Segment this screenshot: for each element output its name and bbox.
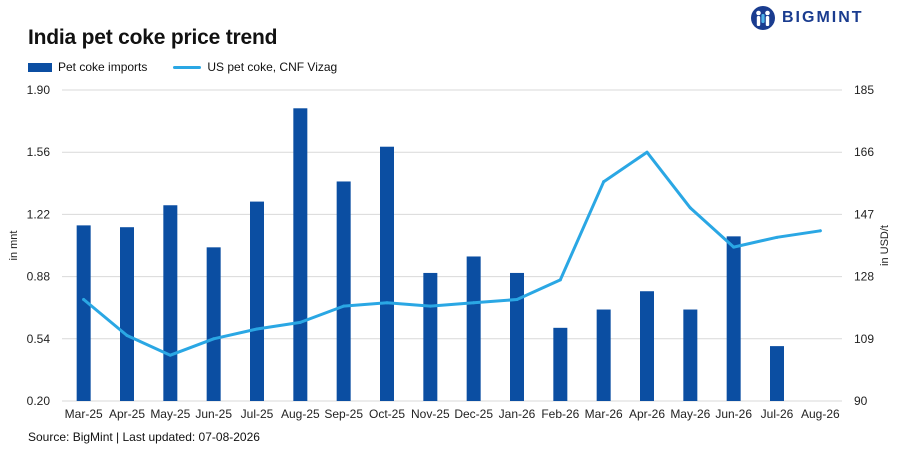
bigmint-logo: BIGMINT: [750, 5, 864, 31]
bar: [163, 205, 178, 401]
left-axis-tick-label: 0.20: [27, 394, 51, 408]
x-axis-tick-label: Jun-26: [715, 407, 752, 421]
bar: [380, 146, 394, 401]
price-point: [732, 245, 736, 249]
legend-label-price: US pet coke, CNF Vizag: [207, 60, 338, 74]
bar: [553, 327, 568, 401]
right-axis-tick-label: 128: [854, 270, 874, 284]
right-axis-title: in USD/t: [879, 225, 891, 266]
legend-swatch-line: [173, 65, 202, 69]
price-point: [775, 235, 779, 239]
bar: [596, 309, 611, 401]
price-point: [602, 180, 606, 184]
source-note: Source: BigMint | Last updated: 07-08-20…: [28, 430, 260, 444]
price-point: [558, 278, 562, 282]
x-axis-tick-label: Apr-25: [109, 407, 145, 421]
x-axis-tick-label: May-25: [150, 407, 190, 421]
price-line: [82, 150, 822, 357]
bar: [466, 256, 481, 401]
bar: [510, 272, 524, 401]
bar: [120, 227, 134, 401]
left-axis-tick-label: 1.22: [27, 207, 51, 221]
bigmint-logo-text: BIGMINT: [782, 9, 864, 26]
left-axis-tick-label: 1.90: [27, 83, 51, 97]
bar: [250, 201, 264, 401]
x-axis-tick-label: Mar-25: [65, 407, 103, 421]
legend-item-price: US pet coke, CNF Vizag: [173, 60, 337, 74]
price-point: [428, 304, 432, 308]
x-axis-tick-label: Aug-26: [801, 407, 840, 421]
left-axis-tick-label: 0.88: [27, 270, 51, 284]
price-point: [385, 301, 389, 305]
price-point: [818, 229, 822, 233]
price-point: [298, 320, 302, 324]
price-point: [472, 301, 476, 305]
bar: [770, 346, 784, 401]
price-point: [688, 206, 692, 210]
bigmint-logo-icon: [751, 6, 775, 30]
price-point: [168, 353, 172, 357]
x-axis-tick-label: Feb-26: [541, 407, 579, 421]
x-axis-tick-label: Aug-25: [281, 407, 320, 421]
x-axis-tick-label: Jul-25: [241, 407, 274, 421]
right-axis-tick-label: 147: [854, 207, 874, 221]
price-point: [342, 304, 346, 308]
right-axis-tick-label: 185: [854, 83, 874, 97]
x-axis-tick-label: Mar-26: [585, 407, 623, 421]
legend-label-imports: Pet coke imports: [58, 60, 148, 74]
x-axis-tick-label: Jun-25: [195, 407, 232, 421]
price-point: [515, 298, 519, 302]
x-axis-tick-label: Nov-25: [411, 407, 450, 421]
chart-title: India pet coke price trend: [28, 26, 278, 49]
legend-swatch-bar: [28, 62, 52, 72]
bar: [76, 225, 91, 401]
right-axis-tick-label: 90: [854, 394, 868, 408]
bar: [640, 291, 654, 401]
right-axis-tick-label: 166: [854, 145, 874, 159]
x-axis-tick-label: Dec-25: [454, 407, 493, 421]
price-point: [82, 298, 86, 302]
left-axis-tick-label: 1.56: [27, 145, 51, 159]
bar: [683, 309, 698, 401]
chart-legend: Pet coke imports US pet coke, CNF Vizag: [28, 60, 363, 74]
price-point: [212, 337, 216, 341]
x-axis-tick-label: May-26: [670, 407, 710, 421]
bar: [423, 272, 438, 401]
bar: [293, 108, 308, 401]
x-axis-tick-label: Jul-26: [761, 407, 794, 421]
price-point: [255, 327, 259, 331]
bar: [726, 236, 741, 401]
x-axis-tick-label: Apr-26: [629, 407, 665, 421]
bar: [206, 247, 221, 401]
legend-item-imports: Pet coke imports: [28, 60, 147, 74]
bar: [336, 181, 351, 401]
price-point: [645, 150, 649, 154]
right-axis-tick-label: 109: [854, 332, 874, 346]
x-axis-tick-label: Jan-26: [499, 407, 536, 421]
x-axis-tick-label: Oct-25: [369, 407, 405, 421]
price-point: [125, 334, 129, 338]
x-axis-tick-label: Sep-25: [324, 407, 363, 421]
left-axis-tick-label: 0.54: [27, 332, 51, 346]
left-axis-title: in mnt: [8, 231, 20, 261]
